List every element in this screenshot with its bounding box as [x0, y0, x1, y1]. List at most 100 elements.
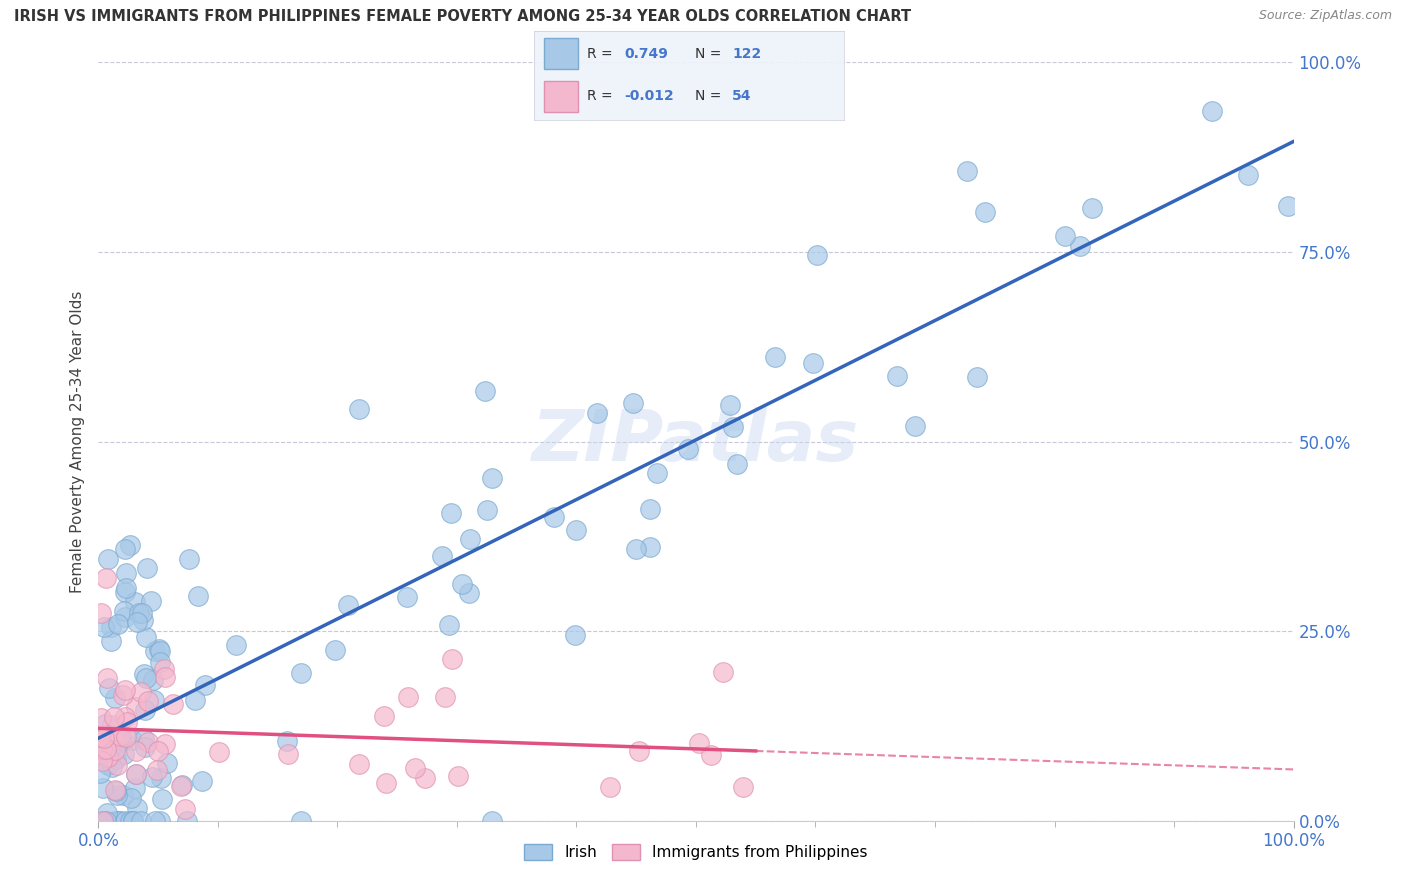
- Point: [430, 549, 453, 564]
- Point: [176, 814, 198, 828]
- Point: [143, 814, 166, 828]
- Text: R =: R =: [586, 89, 617, 103]
- Point: [120, 791, 142, 805]
- Point: [688, 736, 710, 750]
- Point: [806, 248, 828, 262]
- Point: [104, 690, 127, 705]
- Point: [129, 814, 152, 828]
- Point: [107, 617, 129, 632]
- Point: [458, 532, 481, 546]
- Point: [440, 506, 463, 520]
- Point: [141, 771, 163, 785]
- Point: [1237, 168, 1260, 182]
- Point: [114, 582, 136, 596]
- Point: [725, 457, 748, 471]
- Point: [177, 552, 200, 566]
- Point: [122, 814, 145, 828]
- Point: [135, 630, 157, 644]
- Point: [451, 576, 474, 591]
- Point: [97, 750, 120, 764]
- Point: [103, 814, 125, 828]
- Point: [599, 780, 621, 794]
- Point: [93, 731, 115, 745]
- Point: [373, 709, 395, 723]
- Point: [323, 642, 346, 657]
- Point: [149, 656, 172, 670]
- Point: [347, 756, 370, 771]
- Point: [114, 542, 136, 557]
- Point: [801, 356, 824, 370]
- Point: [115, 715, 138, 730]
- Point: [290, 665, 312, 680]
- Point: [142, 693, 165, 707]
- Point: [433, 690, 456, 704]
- Point: [763, 351, 786, 365]
- Point: [142, 673, 165, 688]
- Point: [129, 685, 152, 699]
- Text: 0.749: 0.749: [624, 46, 668, 61]
- Point: [1053, 229, 1076, 244]
- Point: [115, 566, 138, 580]
- Point: [645, 466, 668, 480]
- Point: [156, 756, 179, 770]
- Point: [149, 771, 172, 785]
- Point: [194, 678, 217, 692]
- Point: [437, 618, 460, 632]
- Point: [90, 606, 112, 620]
- Point: [415, 771, 437, 785]
- Point: [100, 633, 122, 648]
- Point: [132, 666, 155, 681]
- Point: [565, 523, 588, 537]
- Point: [904, 419, 927, 434]
- Point: [105, 814, 128, 828]
- Point: [475, 503, 498, 517]
- Point: [153, 662, 176, 676]
- Point: [207, 745, 229, 759]
- Point: [277, 747, 299, 762]
- Point: [628, 744, 651, 758]
- Point: [114, 609, 136, 624]
- Point: [134, 739, 156, 754]
- Point: [152, 791, 174, 805]
- Point: [446, 769, 468, 783]
- Point: [93, 620, 115, 634]
- Point: [225, 638, 247, 652]
- Point: [97, 681, 120, 696]
- Point: [1277, 199, 1299, 213]
- Point: [148, 744, 170, 758]
- Point: [191, 773, 214, 788]
- Point: [624, 541, 647, 556]
- Point: [347, 401, 370, 416]
- Point: [125, 700, 148, 714]
- Text: N =: N =: [695, 89, 725, 103]
- Point: [396, 690, 419, 704]
- Point: [718, 398, 741, 412]
- Point: [96, 806, 118, 821]
- Point: [103, 733, 125, 747]
- Point: [564, 628, 586, 642]
- Point: [474, 384, 496, 398]
- Point: [956, 164, 979, 178]
- Point: [90, 742, 112, 756]
- Point: [108, 814, 131, 828]
- Point: [121, 814, 143, 828]
- Point: [174, 802, 197, 816]
- Point: [103, 710, 125, 724]
- Point: [440, 652, 463, 666]
- Point: [125, 767, 148, 781]
- Point: [145, 644, 167, 658]
- Point: [155, 737, 177, 751]
- Point: [404, 762, 426, 776]
- Point: [886, 369, 908, 384]
- Point: [104, 784, 127, 798]
- Point: [96, 814, 118, 828]
- Point: [170, 779, 193, 793]
- Bar: [544, 38, 578, 69]
- Point: [135, 671, 157, 685]
- Text: -0.012: -0.012: [624, 89, 673, 103]
- Point: [127, 615, 149, 629]
- Point: [89, 765, 111, 780]
- Point: [114, 585, 136, 599]
- Point: [114, 709, 136, 723]
- Text: 122: 122: [733, 46, 762, 61]
